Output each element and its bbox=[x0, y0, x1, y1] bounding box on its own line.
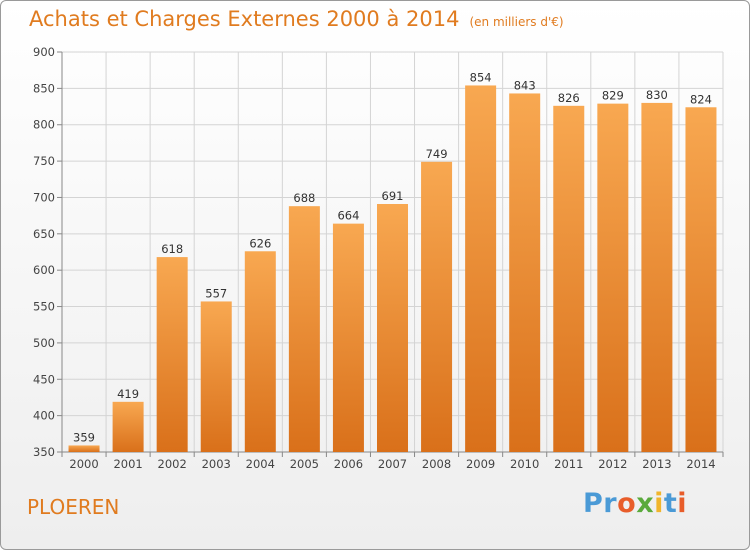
y-tick-labels: 350 400 450 500 550 600 650 700 750 800 850 900 bbox=[33, 45, 55, 459]
logo-letter: o bbox=[617, 488, 637, 519]
x-tick-label: 2010 bbox=[510, 457, 539, 471]
y-tick-label: 600 bbox=[33, 263, 55, 277]
value-label: 826 bbox=[558, 91, 580, 105]
bars bbox=[68, 85, 717, 453]
x-tick-label: 2002 bbox=[158, 457, 187, 471]
logo-letter: t bbox=[663, 488, 678, 519]
x-tick-label: 2008 bbox=[422, 457, 451, 471]
y-tick-label: 550 bbox=[33, 300, 55, 314]
y-tick-label: 500 bbox=[33, 336, 55, 350]
x-tick-label: 2004 bbox=[246, 457, 275, 471]
value-label: 854 bbox=[470, 70, 492, 84]
value-label: 688 bbox=[293, 191, 315, 205]
bar-2002 bbox=[156, 257, 188, 452]
proxiti-logo: Proxiti bbox=[583, 488, 687, 519]
x-tick-label: 2000 bbox=[69, 457, 98, 471]
y-tick-label: 400 bbox=[33, 409, 55, 423]
logo-letter: P bbox=[583, 488, 604, 519]
bar-2011 bbox=[553, 105, 585, 453]
value-label: 830 bbox=[646, 88, 668, 102]
chart-title-text: Achats et Charges Externes 2000 à 2014 bbox=[29, 7, 460, 31]
bar-2010 bbox=[509, 93, 541, 453]
bar-2012 bbox=[597, 103, 629, 453]
bar-2005 bbox=[288, 206, 320, 452]
x-tick-label: 2001 bbox=[113, 457, 142, 471]
y-tick-label: 850 bbox=[33, 81, 55, 95]
value-label: 626 bbox=[249, 236, 271, 250]
logo-letter: i bbox=[677, 488, 688, 519]
chart-unit: (en milliers d'€) bbox=[469, 15, 564, 29]
value-label: 824 bbox=[690, 92, 712, 106]
bar-2014 bbox=[685, 107, 717, 452]
chart-title: Achats et Charges Externes 2000 à 2014 (e… bbox=[29, 7, 564, 31]
value-label: 618 bbox=[161, 242, 183, 256]
value-label: 829 bbox=[602, 89, 624, 103]
commune-name: PLOEREN bbox=[27, 495, 120, 519]
y-tick-label: 800 bbox=[33, 118, 55, 132]
value-label: 557 bbox=[205, 286, 227, 300]
value-label: 419 bbox=[117, 387, 139, 401]
value-label: 749 bbox=[426, 147, 448, 161]
y-tick-label: 450 bbox=[33, 372, 55, 386]
x-tick-label: 2007 bbox=[378, 457, 407, 471]
logo-letter: x bbox=[636, 488, 655, 519]
x-tick-label: 2005 bbox=[290, 457, 319, 471]
x-tick-label: 2006 bbox=[334, 457, 363, 471]
bar-2013 bbox=[641, 102, 673, 452]
y-tick-label: 900 bbox=[33, 45, 55, 59]
bar-2006 bbox=[332, 223, 364, 452]
value-label: 691 bbox=[382, 189, 404, 203]
y-tick-label: 350 bbox=[33, 445, 55, 459]
bar-2007 bbox=[377, 204, 408, 452]
value-label: 843 bbox=[514, 78, 536, 92]
y-tick-label: 750 bbox=[33, 154, 55, 168]
bar-2003 bbox=[200, 301, 232, 452]
logo-letter: r bbox=[603, 488, 618, 519]
value-label: 664 bbox=[337, 209, 359, 223]
x-tick-labels: 2000 2001 2002 2003 2004 2005 2006 2007 2008 2009… bbox=[69, 457, 715, 471]
x-tick-label: 2013 bbox=[642, 457, 671, 471]
y-tick-label: 700 bbox=[33, 190, 55, 204]
x-tick-label: 2012 bbox=[598, 457, 627, 471]
value-labels: 359 419 618 557 626 688 664 691 749 854 843 826 829 8… bbox=[73, 70, 712, 444]
y-tick-label: 650 bbox=[33, 227, 55, 241]
bar-2001 bbox=[112, 401, 144, 452]
bar-2000 bbox=[68, 445, 100, 452]
bar-2004 bbox=[244, 251, 276, 452]
value-label: 359 bbox=[73, 430, 95, 444]
x-tick-label: 2014 bbox=[686, 457, 715, 471]
bar-2009 bbox=[465, 85, 497, 453]
x-tick-label: 2011 bbox=[554, 457, 583, 471]
x-tick-label: 2009 bbox=[466, 457, 495, 471]
logo-letter: i bbox=[654, 488, 664, 519]
bar-2008 bbox=[421, 161, 453, 452]
x-tick-label: 2003 bbox=[202, 457, 231, 471]
